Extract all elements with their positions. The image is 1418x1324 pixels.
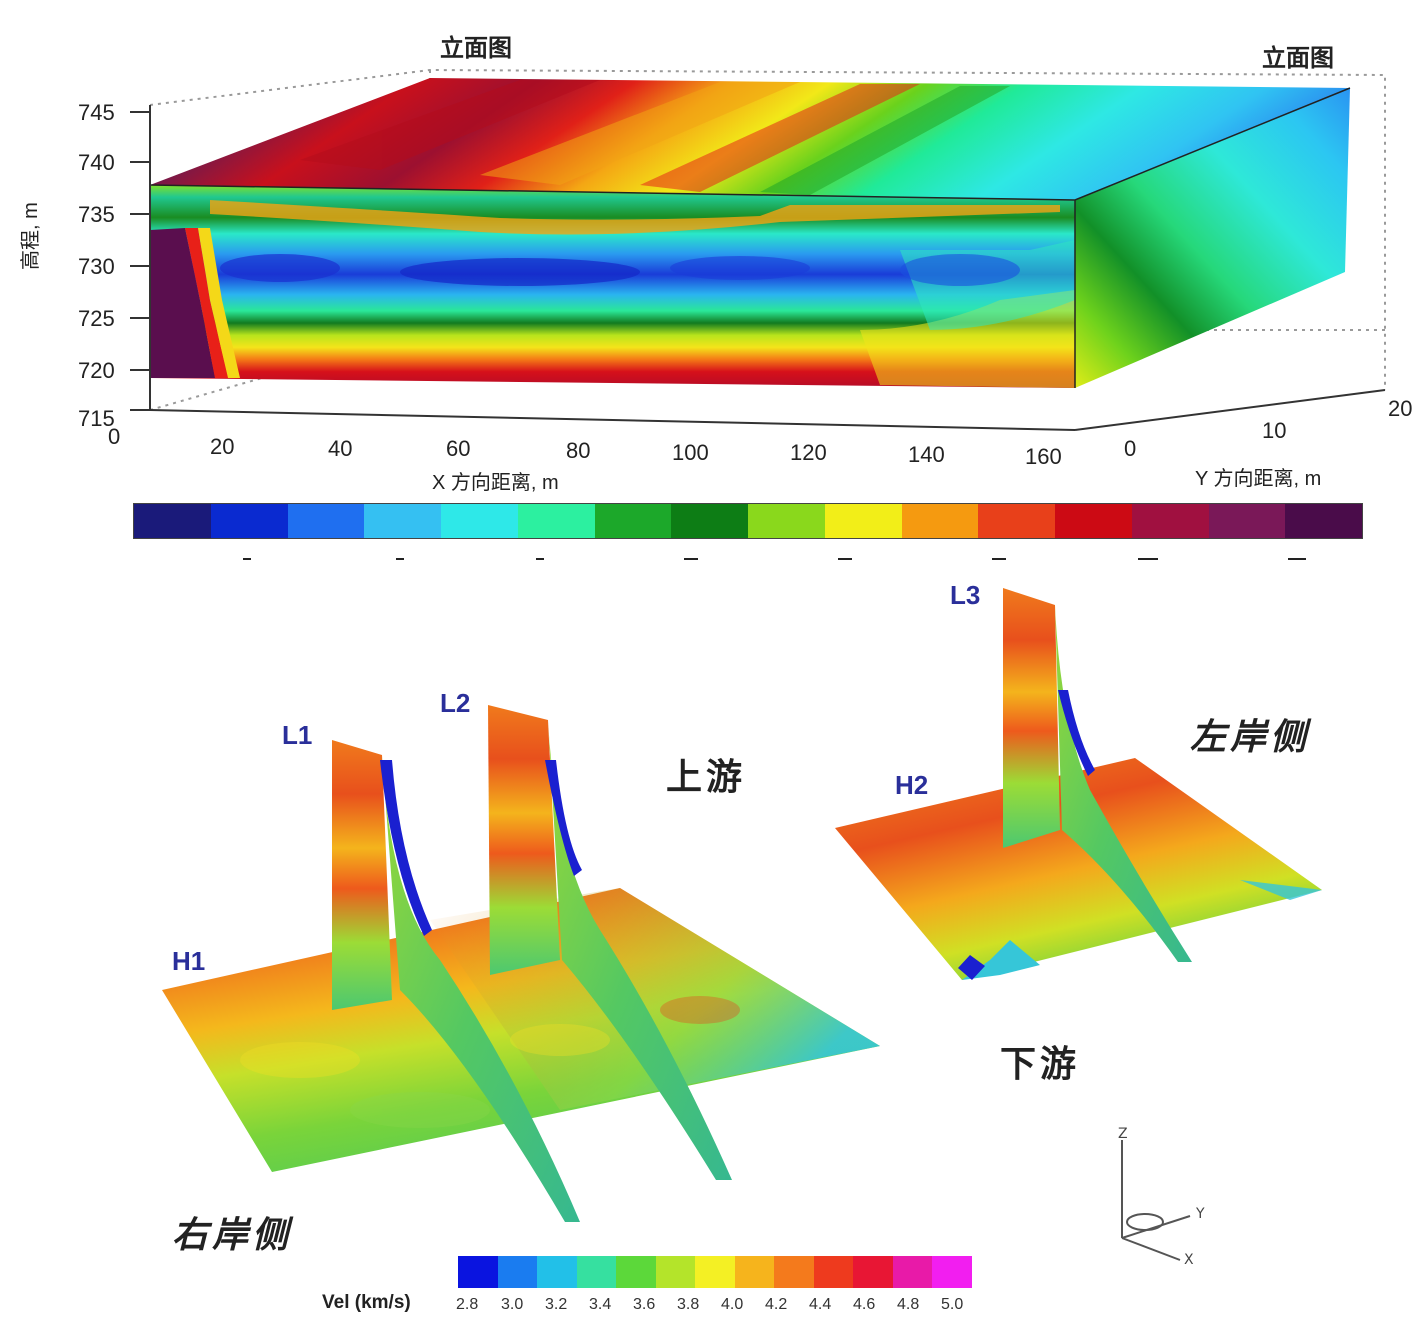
z-tick: 730: [78, 254, 115, 279]
colorbar-segment: [210, 504, 288, 538]
x-tick: 20: [210, 434, 235, 459]
legend-color-segment: [892, 1256, 933, 1288]
block-front-face: [150, 185, 1075, 388]
label-h2: H2: [895, 770, 929, 800]
label-left-bank: 左岸侧: [1190, 716, 1311, 758]
z-tick: 715: [78, 406, 115, 431]
y-tick: 0: [1124, 436, 1137, 461]
legend-color-segment: [853, 1256, 893, 1288]
y-tick: 10: [1262, 418, 1287, 443]
colorbar-segment: [441, 504, 518, 538]
legend-tick: 4.4: [809, 1296, 832, 1313]
legend-color-segment: [932, 1256, 972, 1288]
top-block-svg: [130, 68, 1386, 431]
legend-color-segment: [655, 1256, 696, 1288]
top-colorbar: [133, 503, 1363, 539]
legend-title: Vel (km/s): [322, 1292, 411, 1313]
legend-tick: 3.4: [589, 1296, 612, 1313]
legend-tick: 4.2: [765, 1296, 788, 1313]
plane-h2: [835, 758, 1322, 980]
legend-tick: 4.8: [897, 1296, 920, 1313]
label-downstream: 下游: [1000, 1043, 1081, 1085]
label-upstream: 上游: [666, 756, 747, 798]
x-tick: 120: [790, 440, 827, 465]
colorbar-segment: [901, 504, 979, 538]
colorbar-segment: [134, 504, 211, 538]
plane-l2: [488, 705, 560, 975]
x-axis-label: X 方向距离, m: [432, 472, 559, 494]
axis-y-label: Y: [1196, 1206, 1205, 1222]
colorbar-segment: [1131, 504, 1209, 538]
colorbar-segment: [287, 504, 365, 538]
legend-color-segment: [537, 1256, 577, 1288]
corner-label-right: 立面图: [1262, 44, 1334, 72]
axis-triad: [1121, 1140, 1191, 1261]
colorbar-segment: [1285, 504, 1362, 538]
label-l3: L3: [950, 580, 981, 610]
z-tick: 720: [78, 358, 115, 383]
legend-color-segment: [813, 1256, 854, 1288]
label-h1: H1: [172, 946, 206, 976]
plane-l1: [332, 740, 392, 1010]
colorbar-segment: [978, 504, 1055, 538]
x-tick: 140: [908, 442, 945, 467]
legend-tick: 3.2: [545, 1296, 568, 1313]
x-tick: 60: [446, 436, 471, 461]
colorbar-segment: [1055, 504, 1132, 538]
legend-tick: 5.0: [941, 1296, 964, 1313]
legend-tick: 3.8: [677, 1296, 700, 1313]
legend-color-segment: [774, 1256, 814, 1288]
x-tick: 160: [1025, 444, 1062, 469]
top-colorbar-ticks: [243, 558, 1306, 560]
x-tick: 40: [328, 436, 353, 461]
legend-color-segment: [458, 1256, 498, 1288]
label-l1: L1: [282, 720, 313, 750]
colorbar-segment: [824, 504, 902, 538]
colorbar-segment: [671, 504, 748, 538]
plane-l2-tail: [548, 720, 732, 1180]
legend-tick: 3.6: [633, 1296, 656, 1313]
axis-z-label: Z: [1118, 1126, 1128, 1142]
legend-color-segment: [616, 1256, 656, 1288]
z-tick: 735: [78, 202, 115, 227]
legend-tick: 4.0: [721, 1296, 744, 1313]
colorbar-segment: [517, 504, 595, 538]
legend-tick: 2.8: [456, 1296, 479, 1313]
plane-l1-tail: [382, 755, 580, 1222]
label-right-bank: 右岸侧: [172, 1214, 293, 1256]
y-tick: 20: [1388, 396, 1413, 421]
legend-color-segment: [695, 1256, 735, 1288]
colorbar-segment: [1208, 504, 1286, 538]
z-tick: 745: [78, 100, 115, 125]
colorbar-segment: [594, 504, 672, 538]
plane-l3-tail: [1055, 605, 1192, 962]
velocity-colorbar: [458, 1256, 972, 1288]
z-tick: 740: [78, 150, 115, 175]
block-side-face: [1075, 88, 1350, 388]
y-axis-label: Y 方向距离, m: [1195, 468, 1322, 490]
colorbar-segment: [364, 504, 441, 538]
plane-l3: [1003, 588, 1060, 848]
legend-color-segment: [734, 1256, 775, 1288]
corner-label-left: 立面图: [440, 34, 512, 62]
x-tick: 0: [108, 424, 121, 449]
legend-color-segment: [576, 1256, 617, 1288]
z-tick: 725: [78, 306, 115, 331]
x-tick: 80: [566, 438, 591, 463]
axis-x-label: X: [1184, 1252, 1194, 1268]
colorbar-segment: [748, 504, 825, 538]
legend-tick: 4.6: [853, 1296, 876, 1313]
label-l2: L2: [440, 688, 471, 718]
x-tick: 100: [672, 440, 709, 465]
legend-color-segment: [497, 1256, 538, 1288]
legend-tick: 3.0: [501, 1296, 524, 1313]
